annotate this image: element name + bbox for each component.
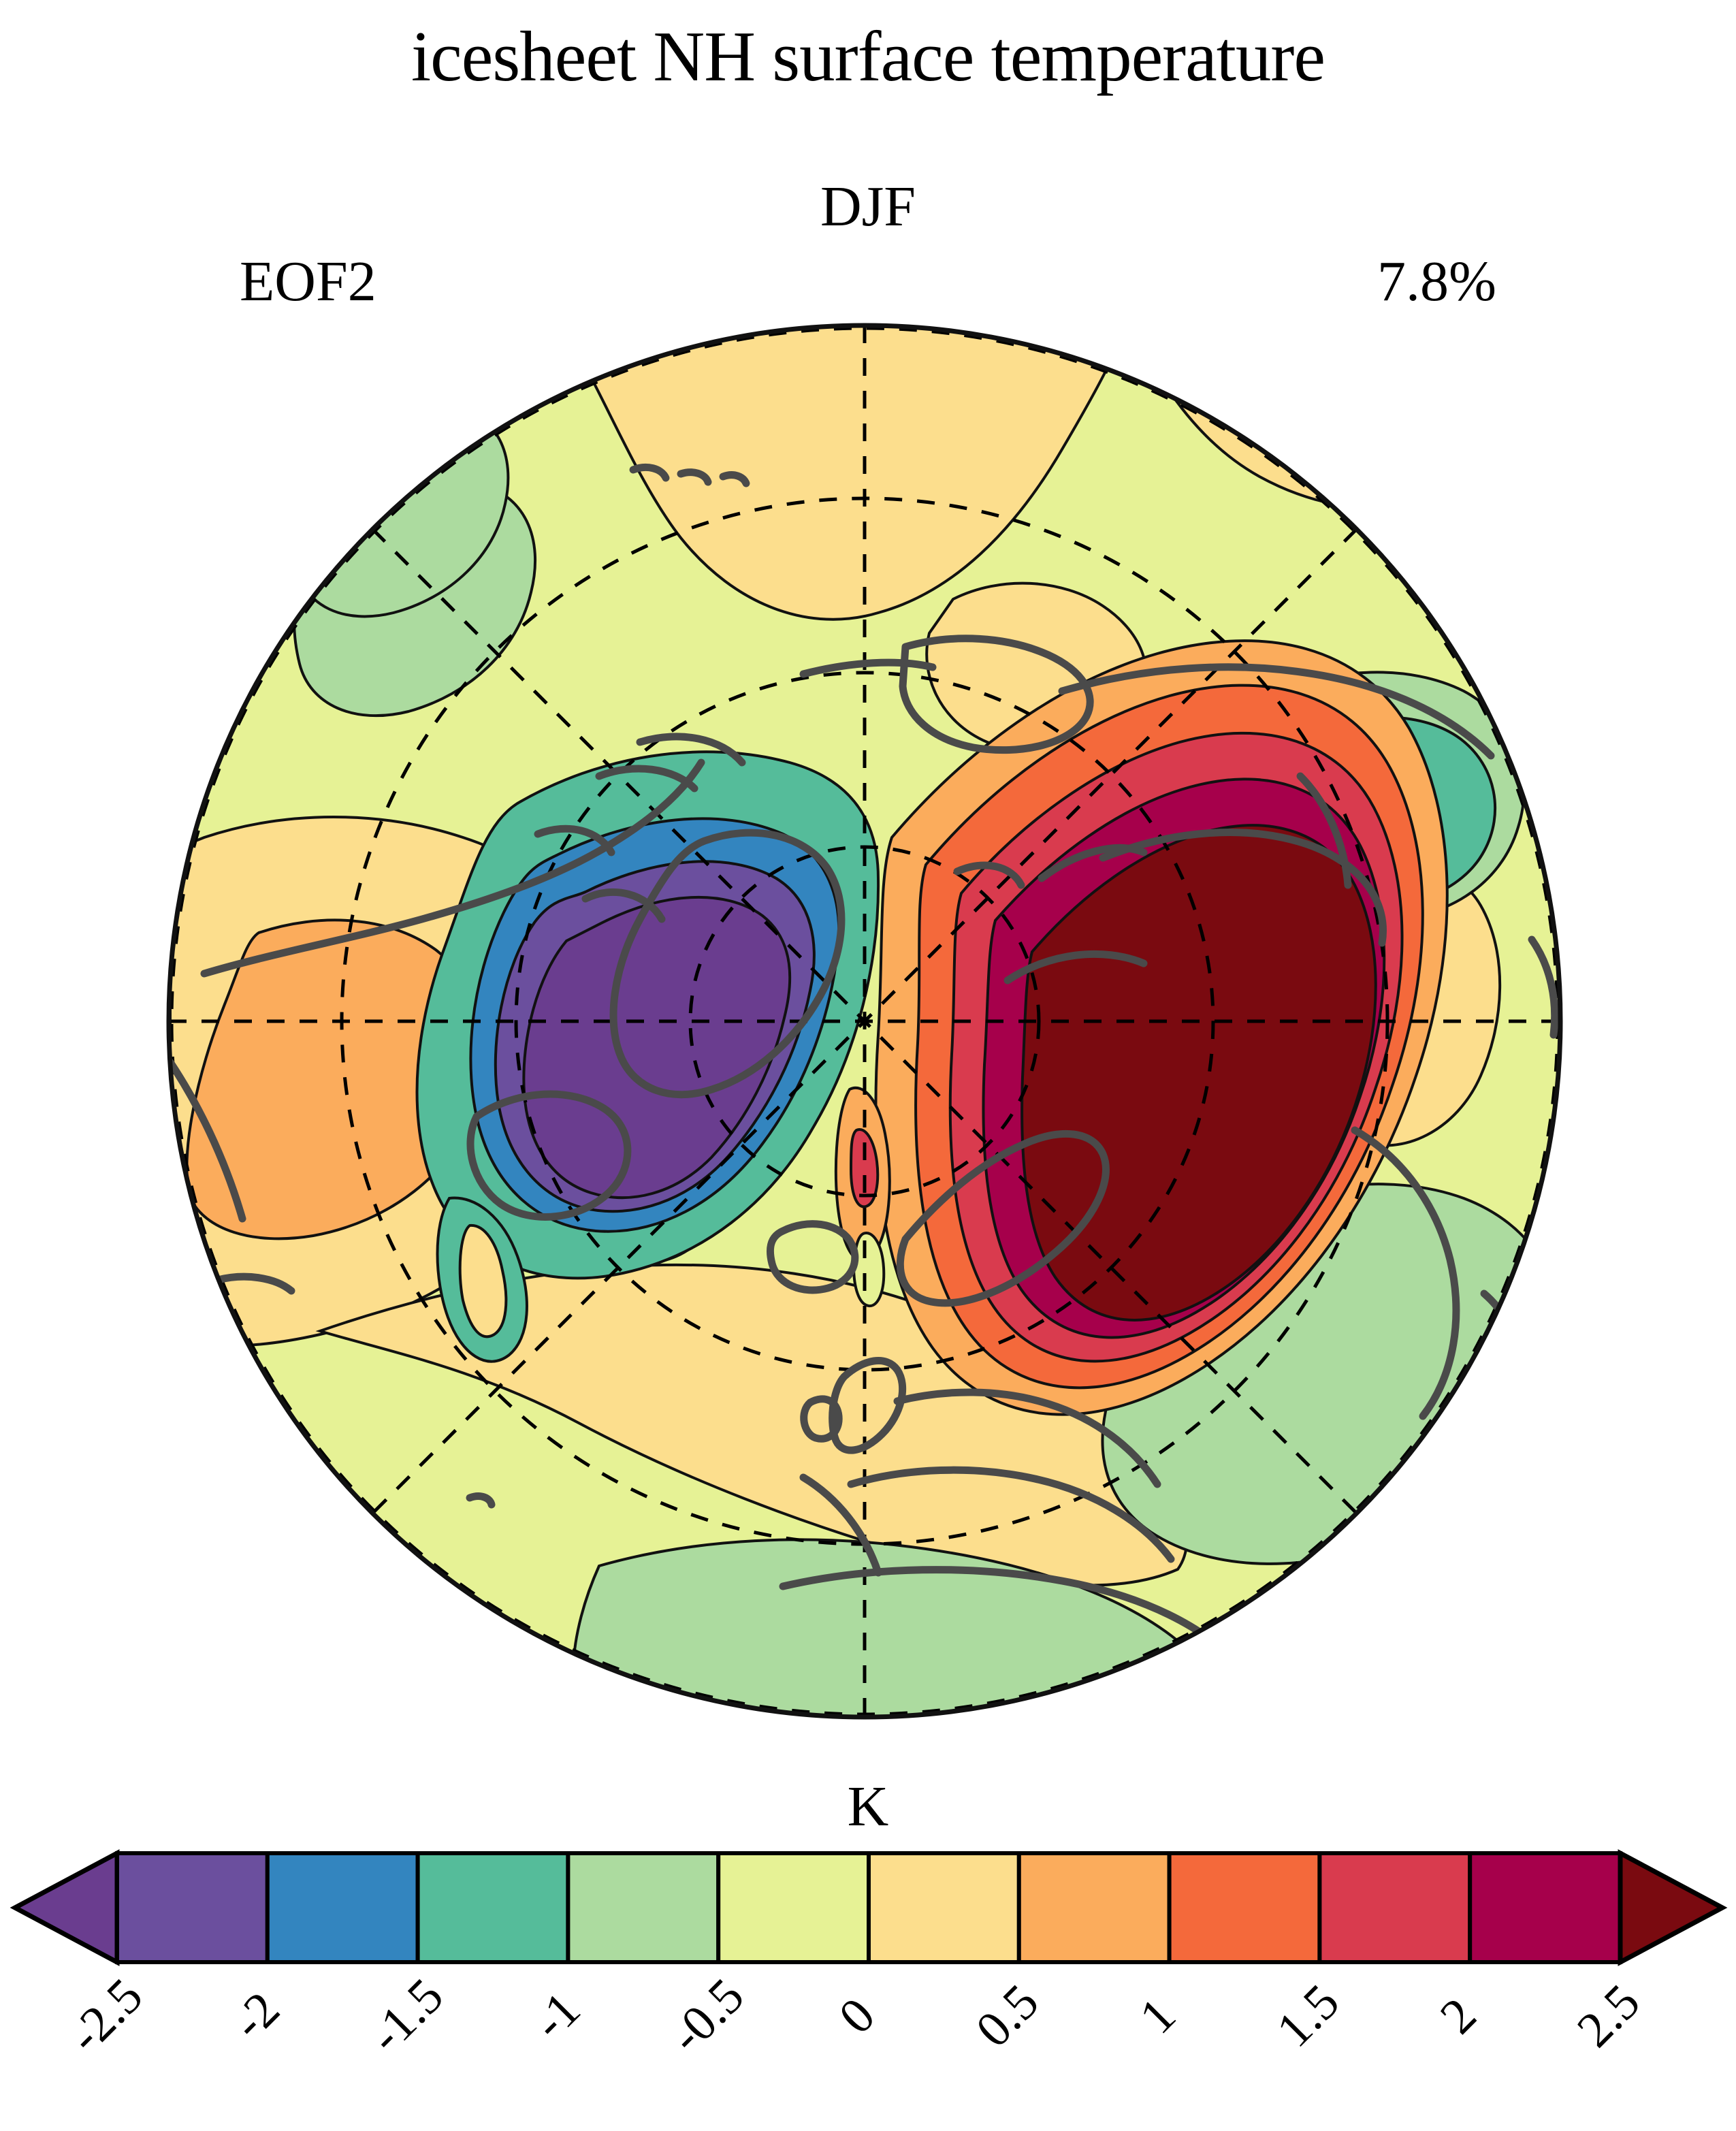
coastline-island-dot-1	[629, 464, 670, 482]
coastline-caribbean	[214, 1272, 295, 1295]
coastline-kara-sea	[1003, 950, 1148, 984]
colorbar[interactable]: -2.5 -2 -1.5 -1 -0.5 0 0.5 1 1.5 2 2.5	[0, 1838, 1736, 2131]
colorbar-tick-label: 1.5	[1266, 1974, 1350, 2057]
map-coastlines	[169, 464, 1559, 1669]
colorbar-band[interactable]	[265, 1851, 420, 1964]
coastline-far-right-edge	[1528, 935, 1559, 1039]
coastline-east-asia	[1351, 1126, 1460, 1420]
coastline-novaya-zemlya	[1038, 844, 1148, 882]
colorbar-band[interactable]	[1468, 1851, 1622, 1964]
coastline-siberia-interior	[1099, 829, 1387, 947]
coastline-north-africa	[779, 1566, 1243, 1669]
coastline-iceland	[766, 1220, 859, 1294]
colorbar-extend-min-arrow[interactable]	[10, 1849, 120, 1966]
map-outline-circle	[166, 323, 1563, 1720]
coastline-alaska	[899, 635, 1094, 754]
colorbar-tick-label: -1.5	[358, 1968, 454, 2064]
latitude-circle-80	[688, 845, 1041, 1198]
colorbar-tick-label: -2	[221, 1981, 291, 2051]
colorbar-band[interactable]	[566, 1851, 721, 1964]
map-svg	[166, 323, 1563, 1720]
colorbar-band[interactable]	[716, 1851, 871, 1964]
colorbar-tick-label: 1	[1129, 1987, 1187, 2045]
coastline-island-dot-3	[719, 471, 750, 487]
colorbar-svg[interactable]: -2.5 -2 -1.5 -1 -0.5 0 0.5 1 1.5 2 2.5	[0, 1838, 1736, 2131]
colorbar-tick-label: 2.5	[1566, 1974, 1650, 2057]
contour-band-warm-0.5to1-atlantic	[185, 918, 487, 1240]
coastline-baffin	[581, 888, 666, 923]
coastline-iberia-africa	[799, 1473, 882, 1577]
coastline-british-isles	[829, 1357, 907, 1454]
coastline-ireland	[800, 1395, 843, 1443]
coastline-north-america-west	[200, 758, 705, 978]
coastline-aleutians	[799, 658, 937, 678]
variance-explained-label: 7.8%	[1377, 250, 1496, 313]
latitude-circle-60	[514, 671, 1215, 1372]
map-contour-fill-layer	[169, 325, 1560, 1717]
coastline-island-dot-2	[677, 468, 712, 486]
colorbar-extend-max-arrow[interactable]	[1618, 1849, 1728, 1966]
coastline-azores	[466, 1492, 496, 1509]
contour-band-warm-filament-iceland-core	[849, 1128, 880, 1208]
colorbar-band[interactable]	[1167, 1851, 1322, 1964]
map-graticule	[169, 325, 1560, 1717]
colorbar-tick-label: 2	[1430, 1987, 1487, 2045]
coastline-hudson-bay	[466, 1090, 632, 1221]
coastline-scandinavia	[896, 1129, 1110, 1307]
coastline-svalbard	[953, 861, 1025, 889]
colorbar-tick-label: -1	[522, 1981, 592, 2051]
colorbar-tick-label: 0.5	[965, 1974, 1049, 2057]
colorbar-band[interactable]	[415, 1851, 570, 1964]
contour-band-warm-above2.5-core	[1020, 824, 1377, 1321]
contour-band-cold-tail-warm-inset	[458, 1223, 508, 1339]
colorbar-band[interactable]	[867, 1851, 1021, 1964]
season-label: DJF	[820, 175, 916, 238]
colorbar-unit-label: K	[847, 1775, 889, 1838]
coastline-ellesmere	[636, 733, 746, 767]
eof-mode-label: EOF2	[240, 250, 376, 313]
colorbar-tick-label: -0.5	[659, 1968, 755, 2064]
colorbar-tick-label: 0	[829, 1987, 886, 2045]
colorbar-bands[interactable]	[10, 1849, 1728, 1966]
polar-map	[166, 323, 1563, 1720]
colorbar-band[interactable]	[1317, 1851, 1473, 1964]
colorbar-tick-label: -2.5	[58, 1968, 154, 2064]
page-title: icesheet NH surface temperature	[411, 16, 1325, 96]
coastline-west-coast-usa	[169, 1058, 246, 1223]
coastline-mediterranean	[847, 1466, 1175, 1563]
coastline-siberia-north	[1058, 663, 1495, 760]
coastline-europe-mainland	[893, 1388, 1161, 1488]
longitude-line-135	[371, 528, 1358, 1515]
colorbar-tick-labels: -2.5 -2 -1.5 -1 -0.5 0 0.5 1 1.5 2 2.5	[58, 1968, 1651, 2064]
coastline-greenland	[609, 829, 846, 1099]
contour-band-small-green-inset	[852, 1232, 886, 1308]
coastline-kamchatka	[1296, 772, 1352, 889]
colorbar-band[interactable]	[1016, 1851, 1172, 1964]
colorbar-band[interactable]	[115, 1851, 270, 1964]
